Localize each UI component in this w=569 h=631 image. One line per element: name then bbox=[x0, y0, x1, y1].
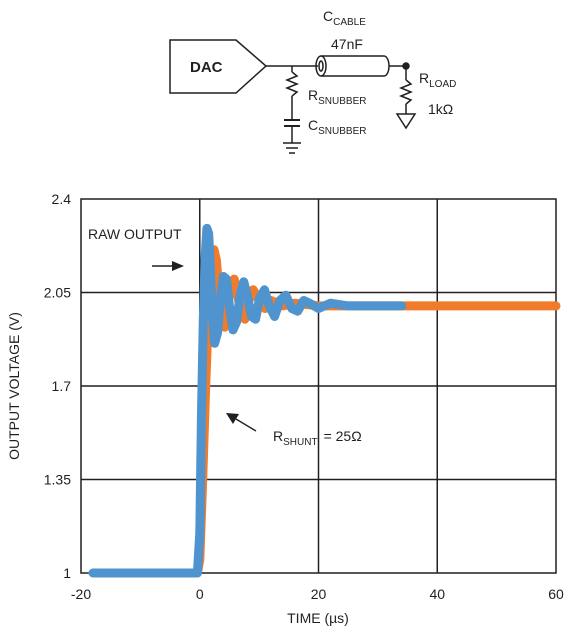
y-tick-label: 2.05 bbox=[44, 285, 71, 301]
snubber-cap-label: CSNUBBER bbox=[308, 117, 366, 137]
x-tick-label: 20 bbox=[311, 586, 327, 602]
raw-output-label: RAW OUTPUT bbox=[88, 226, 182, 242]
cable-value: 47nF bbox=[331, 36, 363, 52]
y-tick-label: 1 bbox=[63, 565, 71, 581]
load-resistor-label: RLOAD bbox=[419, 70, 456, 90]
cable-label: CCABLE bbox=[323, 8, 366, 28]
snubber-resistor bbox=[284, 71, 300, 97]
dac-label: DAC bbox=[190, 59, 223, 76]
series-line-2 bbox=[88, 223, 407, 578]
snubber-resistor-label: RSNUBBER bbox=[308, 87, 366, 107]
x-tick-label: 40 bbox=[429, 586, 445, 602]
rshunt-label: RSHUNT = 25Ω bbox=[273, 428, 362, 448]
y-tick-label: 1.7 bbox=[52, 378, 72, 394]
rshunt-arrow bbox=[226, 413, 257, 432]
y-tick-label: 1.35 bbox=[44, 472, 71, 488]
tick-labels: -20 0 20 40 60 1 1.35 1.7 2.05 2.4 bbox=[44, 191, 564, 602]
grid bbox=[81, 199, 556, 573]
raw-output-arrow bbox=[152, 261, 184, 271]
x-axis-title: TIME (µs) bbox=[287, 610, 349, 626]
load-resistor-value: 1kΩ bbox=[428, 101, 453, 117]
x-tick-label: 0 bbox=[196, 586, 204, 602]
load-resistor bbox=[398, 79, 414, 105]
schematic bbox=[169, 39, 417, 154]
y-tick-label: 2.4 bbox=[52, 191, 72, 207]
series-layer bbox=[88, 223, 561, 578]
x-tick-label: 60 bbox=[548, 586, 564, 602]
x-tick-label: -20 bbox=[71, 586, 91, 602]
cable-end-left-inner bbox=[318, 60, 324, 72]
cable-end-right bbox=[383, 55, 390, 77]
plot-area: -20 0 20 40 60 1 1.35 1.7 2.05 2.4 bbox=[44, 191, 564, 602]
y-axis-title: OUTPUT VOLTAGE (V) bbox=[6, 312, 22, 460]
load-ground-icon bbox=[395, 113, 417, 130]
dac-block bbox=[169, 39, 268, 94]
